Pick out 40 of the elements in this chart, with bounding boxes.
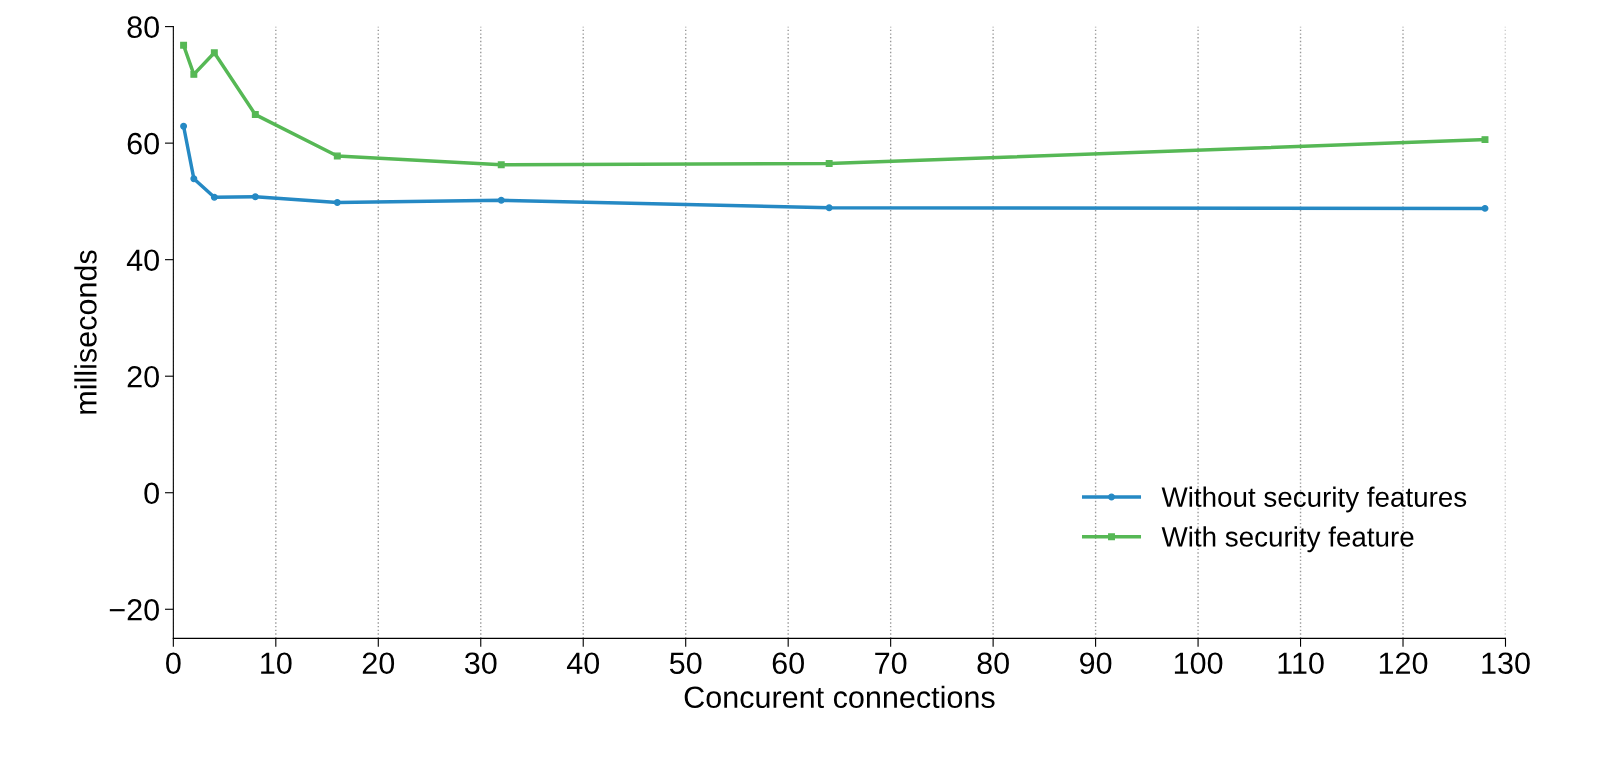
y-tick-label: 0 — [144, 482, 159, 505]
x-tick-label: 100 — [1174, 652, 1223, 675]
y-tick-label: 20 — [127, 365, 159, 388]
x-tick-label: 80 — [977, 652, 1009, 675]
point — [497, 196, 505, 204]
y-tick-label: 40 — [126, 249, 159, 272]
x-tick-label: 110 — [1278, 652, 1324, 675]
point — [497, 161, 505, 169]
x-tick-label: 90 — [1080, 652, 1112, 675]
point — [825, 160, 833, 167]
x-tick-label: 120 — [1379, 652, 1428, 675]
x-tick-label: 0 — [166, 652, 181, 675]
x-tick-label: 40 — [566, 652, 600, 675]
x-tick-label: 20 — [362, 652, 395, 675]
y-tick-label: 80 — [127, 16, 159, 38]
point — [210, 193, 218, 201]
y-tick-label: 60 — [127, 132, 159, 155]
point — [251, 193, 259, 201]
point — [190, 175, 198, 183]
point — [251, 111, 259, 119]
x-axis-title: Concurent connections — [684, 685, 995, 709]
x-tick-label: 50 — [669, 652, 702, 675]
point — [180, 122, 188, 130]
x-tick-label: 70 — [875, 652, 907, 675]
x-tick-label: 60 — [772, 652, 804, 675]
point — [180, 41, 188, 49]
point — [333, 152, 341, 160]
point — [1481, 136, 1489, 144]
point — [333, 199, 341, 207]
x-tick-label: 10 — [261, 652, 292, 675]
x-tick-label: 30 — [464, 652, 497, 675]
point — [1481, 204, 1489, 212]
point — [190, 70, 198, 78]
legend-label: Without security features — [1161, 486, 1467, 513]
y-tick-label: −20 — [109, 599, 159, 621]
point — [825, 204, 833, 212]
point — [210, 49, 218, 57]
x-tick-label: 130 — [1482, 652, 1530, 675]
y-axis-title: milliseconds — [74, 250, 97, 414]
legend-label: With security feature — [1161, 526, 1414, 553]
